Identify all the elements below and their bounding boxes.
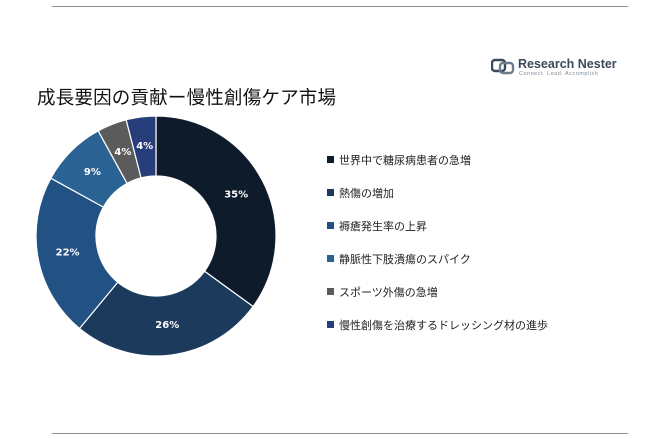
slice-label-6: 4%	[136, 141, 153, 152]
legend-item: 世界中で糖尿病患者の急増	[327, 143, 548, 176]
legend-label: 世界中で糖尿病患者の急増	[339, 153, 471, 167]
legend-swatch	[327, 222, 334, 229]
legend-label: 熱傷の増加	[339, 186, 394, 200]
top-divider	[52, 6, 628, 7]
bottom-divider	[52, 433, 628, 434]
slice-label-4: 9%	[84, 167, 101, 178]
legend-item: 褥瘡発生率の上昇	[327, 209, 548, 242]
legend-item: 慢性創傷を治療するドレッシング材の進歩	[327, 308, 548, 341]
slice-label-2: 26%	[155, 320, 179, 331]
slice-2	[78, 270, 254, 357]
legend-swatch	[327, 156, 334, 163]
brand-name: Research Nester	[518, 57, 617, 71]
research-nester-logo: Research Nester Connect. Lead. Accomplis…	[490, 57, 617, 81]
slice-1	[155, 115, 277, 308]
legend-swatch	[327, 288, 334, 295]
legend-label: スポーツ外傷の急増	[339, 285, 438, 299]
legend-label: 静脈性下肢潰瘍のスパイク	[339, 252, 471, 266]
slice-label-3: 22%	[56, 247, 80, 258]
slice-label-5: 4%	[114, 147, 131, 158]
chart-legend: 世界中で糖尿病患者の急増 熱傷の増加褥瘡発生率の上昇静脈性下肢潰瘍のスパイク スポー…	[327, 143, 548, 341]
logo-icon	[490, 58, 515, 75]
legend-label: 慢性創傷を治療するドレッシング材の進歩	[339, 318, 548, 332]
brand-tagline: Connect. Lead. Accomplish	[519, 71, 599, 77]
legend-item: スポーツ外傷の急増	[327, 275, 548, 308]
legend-item: 静脈性下肢潰瘍のスパイク	[327, 242, 548, 275]
legend-label: 褥瘡発生率の上昇	[339, 219, 427, 233]
slice-label-1: 35%	[224, 190, 248, 201]
chart-data-labels: 35% 26% 22% 9% 4% 4%	[56, 141, 249, 331]
slice-6	[125, 115, 157, 179]
slice-3	[35, 177, 119, 330]
legend-item: 熱傷の増加	[327, 176, 548, 209]
legend-swatch	[327, 255, 334, 262]
legend-swatch	[327, 189, 334, 196]
page-title: 成長要因の貢献ー慢性創傷ケア市場	[37, 88, 337, 109]
legend-swatch	[327, 321, 334, 328]
chart-slices	[35, 115, 277, 357]
